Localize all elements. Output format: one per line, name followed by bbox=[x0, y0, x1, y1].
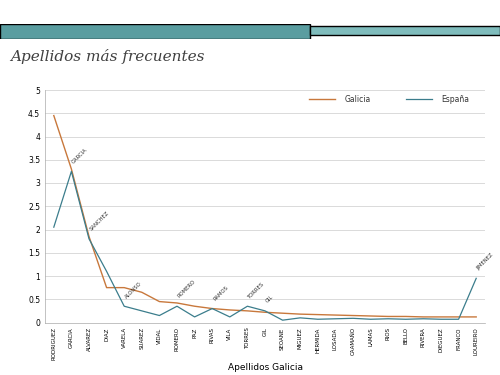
España bbox=[350, 316, 356, 321]
Galicia bbox=[262, 310, 268, 315]
Galicia bbox=[280, 311, 285, 315]
Galicia bbox=[192, 304, 198, 309]
Text: ROMERO: ROMERO bbox=[177, 279, 197, 298]
Galicia bbox=[104, 285, 110, 290]
Galicia bbox=[420, 315, 426, 319]
España bbox=[456, 317, 462, 321]
Galicia bbox=[156, 299, 162, 304]
España bbox=[51, 225, 57, 230]
Text: ALONSO: ALONSO bbox=[124, 280, 143, 299]
Galicia bbox=[68, 167, 74, 171]
Galicia bbox=[86, 234, 92, 239]
España bbox=[174, 304, 180, 309]
Text: España: España bbox=[441, 95, 469, 104]
FancyBboxPatch shape bbox=[0, 24, 310, 39]
Galicia bbox=[139, 290, 145, 294]
España bbox=[156, 313, 162, 318]
Galicia bbox=[209, 306, 215, 311]
España bbox=[368, 317, 374, 321]
Text: TORRES: TORRES bbox=[248, 281, 266, 299]
España bbox=[139, 309, 145, 313]
España bbox=[86, 237, 92, 241]
España bbox=[473, 276, 479, 280]
España bbox=[227, 315, 233, 319]
Text: JIMENEZ: JIMENEZ bbox=[476, 253, 495, 272]
España bbox=[121, 304, 127, 309]
Galicia bbox=[244, 309, 250, 313]
España bbox=[420, 316, 426, 321]
España bbox=[192, 315, 198, 319]
España bbox=[262, 309, 268, 313]
FancyBboxPatch shape bbox=[310, 26, 500, 34]
Galicia bbox=[350, 313, 356, 318]
Galicia bbox=[403, 314, 409, 319]
Galicia bbox=[315, 312, 321, 317]
España bbox=[438, 317, 444, 321]
Galicia bbox=[121, 285, 127, 290]
Text: Galicia: Galicia bbox=[344, 95, 370, 104]
Galicia bbox=[456, 315, 462, 319]
Galicia bbox=[174, 301, 180, 305]
España bbox=[297, 316, 303, 320]
Galicia bbox=[51, 113, 57, 118]
Text: 14: 14 bbox=[475, 7, 489, 17]
Line: Galicia: Galicia bbox=[54, 116, 476, 317]
Galicia bbox=[368, 314, 374, 318]
Text: Apellidos más frecuentes: Apellidos más frecuentes bbox=[10, 49, 204, 64]
España bbox=[385, 316, 391, 321]
Galicia bbox=[297, 312, 303, 316]
España bbox=[68, 169, 74, 174]
España bbox=[332, 316, 338, 321]
Line: España: España bbox=[54, 171, 476, 320]
Galicia bbox=[227, 308, 233, 312]
Text: GARCIA: GARCIA bbox=[72, 147, 89, 164]
España bbox=[315, 317, 321, 321]
España bbox=[403, 317, 409, 321]
Text: SANCHEZ: SANCHEZ bbox=[89, 210, 110, 232]
Galicia bbox=[332, 313, 338, 317]
Text: RAMOS: RAMOS bbox=[212, 285, 229, 302]
Galicia bbox=[385, 314, 391, 319]
Galicia bbox=[438, 315, 444, 319]
Text: GIL: GIL bbox=[265, 294, 274, 304]
España bbox=[209, 306, 215, 311]
España bbox=[280, 318, 285, 322]
España bbox=[104, 269, 110, 274]
España bbox=[244, 304, 250, 309]
Galicia bbox=[473, 315, 479, 319]
X-axis label: Apellidos Galicia: Apellidos Galicia bbox=[228, 363, 302, 372]
